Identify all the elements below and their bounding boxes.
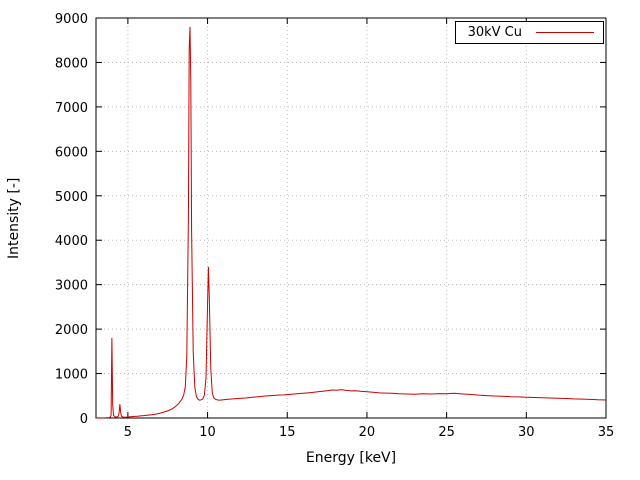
x-tick-label: 10 [199,425,216,440]
y-tick-label: 2000 [55,323,88,338]
legend-label: 30kV Cu [467,25,522,40]
y-tick-label: 5000 [55,190,88,205]
x-tick-label: 25 [438,425,455,440]
y-tick-label: 3000 [55,279,88,294]
y-tick-label: 0 [80,412,88,427]
x-tick-label: 30 [518,425,535,440]
x-tick-label: 20 [359,425,376,440]
x-tick-label: 35 [598,425,615,440]
legend-line-sample [536,32,594,33]
y-tick-label: 7000 [55,101,88,116]
y-tick-label: 9000 [55,12,88,27]
y-axis-label: Intensity [-] [6,177,22,259]
y-tick-label: 4000 [55,234,88,249]
plot-border [95,17,607,419]
x-tick-label: 5 [124,425,132,440]
y-tick-label: 1000 [55,368,88,383]
y-tick-label: 8000 [55,56,88,71]
y-tick-label: 6000 [55,145,88,160]
x-axis-label: Energy [keV] [305,450,397,466]
legend: 30kV Cu [454,21,604,44]
x-tick-label: 15 [279,425,296,440]
spectrum-line [96,26,607,419]
